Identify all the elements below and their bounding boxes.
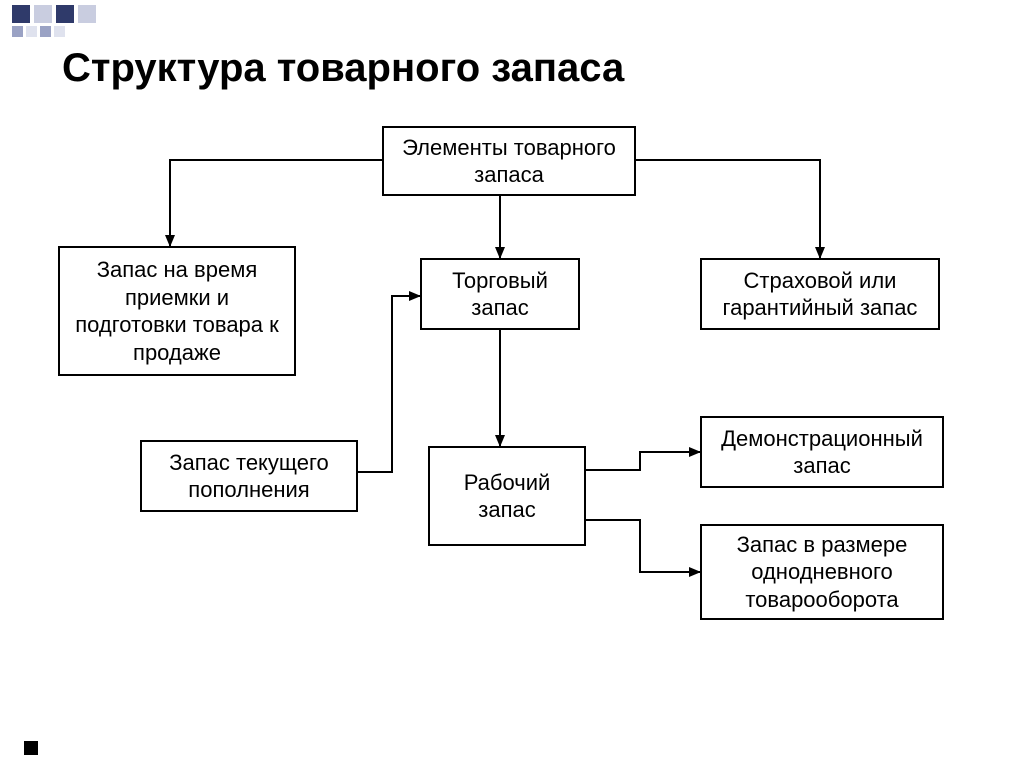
arrows-layer: [0, 0, 1024, 767]
node-label: Рабочий запас: [440, 469, 574, 524]
node-left1: Запас на время приемки и подготовки това…: [58, 246, 296, 376]
decoration-strip: [0, 0, 1024, 30]
node-label: Запас на время приемки и подготовки това…: [70, 256, 284, 366]
edge: [636, 160, 820, 258]
slide-bullet-icon: [24, 741, 38, 755]
node-right3: Запас в размере однодневного товарооборо…: [700, 524, 944, 620]
edge: [358, 296, 420, 472]
deco-square: [78, 5, 96, 23]
node-label: Запас в размере однодневного товарооборо…: [712, 531, 932, 614]
node-label: Запас текущего пополнения: [152, 449, 346, 504]
node-root: Элементы товарногозапаса: [382, 126, 636, 196]
edge: [170, 160, 382, 246]
node-label: Страховой или гарантийный запас: [712, 267, 928, 322]
node-left2: Запас текущего пополнения: [140, 440, 358, 512]
deco-square: [34, 5, 52, 23]
deco-square: [40, 26, 51, 37]
deco-square: [54, 26, 65, 37]
node-label: Торговый запас: [432, 267, 568, 322]
deco-square: [26, 26, 37, 37]
node-right2: Демонстрационный запас: [700, 416, 944, 488]
node-label: Демонстрационный запас: [712, 425, 932, 480]
deco-square: [56, 5, 74, 23]
slide-title: Структура товарного запаса: [62, 46, 624, 91]
node-label: Элементы товарногозапаса: [402, 134, 616, 189]
slide: Структура товарного запаса Элементы това…: [0, 0, 1024, 767]
deco-square: [12, 26, 23, 37]
deco-square: [12, 5, 30, 23]
node-mid1: Торговый запас: [420, 258, 580, 330]
node-right1: Страховой или гарантийный запас: [700, 258, 940, 330]
node-mid2: Рабочий запас: [428, 446, 586, 546]
edge: [586, 520, 700, 572]
edge: [586, 452, 700, 470]
